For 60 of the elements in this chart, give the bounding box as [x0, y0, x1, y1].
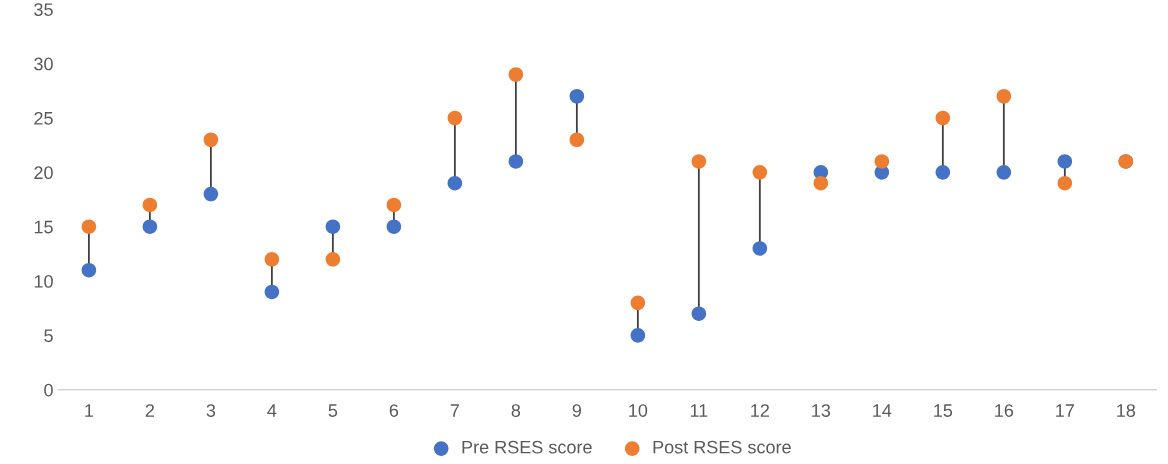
x-tick-label: 13	[812, 404, 831, 417]
x-tick-label: 16	[995, 404, 1014, 417]
point	[569, 88, 585, 104]
y-tick-label: 35	[34, 3, 53, 16]
point	[630, 328, 646, 343]
point	[142, 197, 158, 213]
x-tick-label: 17	[1056, 404, 1074, 417]
y-tick-label: 30	[34, 57, 53, 71]
x-tick-label: 12	[751, 404, 769, 417]
point	[81, 262, 97, 278]
x-tick-label: 6	[389, 404, 399, 417]
x-tick-label: 3	[206, 404, 216, 417]
point	[1057, 154, 1073, 169]
point	[569, 132, 585, 148]
point	[325, 219, 341, 234]
y-tick-label: 10	[34, 274, 53, 288]
point	[508, 154, 524, 169]
legend-label: Post RSES score	[653, 440, 791, 454]
x-tick-label: 11	[690, 404, 708, 417]
point	[996, 88, 1012, 104]
point	[691, 154, 707, 169]
point	[508, 67, 524, 82]
point	[752, 165, 768, 180]
x-tick-label: 18	[1117, 404, 1136, 417]
point	[203, 186, 219, 202]
point	[203, 132, 219, 148]
point	[935, 165, 951, 180]
x-tick-label: 4	[267, 404, 277, 417]
y-tick-label: 20	[34, 166, 53, 180]
point	[752, 241, 768, 256]
point	[1057, 175, 1073, 191]
point	[325, 252, 341, 267]
x-tick-label: 5	[328, 404, 338, 417]
x-tick-label: 15	[934, 404, 953, 417]
point	[386, 219, 402, 234]
point	[264, 252, 280, 267]
point	[630, 295, 646, 311]
y-tick-label: 25	[34, 111, 53, 125]
point	[447, 110, 463, 126]
y-tick-label: 5	[44, 329, 53, 343]
point	[264, 284, 280, 300]
legend-label: Pre RSES score	[462, 440, 592, 454]
point	[691, 306, 707, 321]
y-tick-label: 0	[44, 383, 53, 397]
x-tick-label: 9	[572, 404, 582, 417]
point	[935, 110, 951, 126]
x-tick-label: 7	[450, 404, 459, 417]
x-tick-label: 2	[145, 404, 155, 417]
point	[142, 219, 158, 234]
point	[447, 175, 463, 191]
x-tick-label: 10	[629, 404, 648, 417]
x-tick-label: 14	[873, 404, 892, 417]
point	[996, 165, 1012, 180]
point	[81, 219, 97, 234]
x-tick-label: 1	[85, 404, 94, 417]
y-tick-label: 15	[34, 220, 53, 234]
point	[813, 175, 829, 191]
x-tick-label: 8	[511, 404, 521, 417]
point	[386, 197, 402, 213]
point	[874, 154, 890, 169]
